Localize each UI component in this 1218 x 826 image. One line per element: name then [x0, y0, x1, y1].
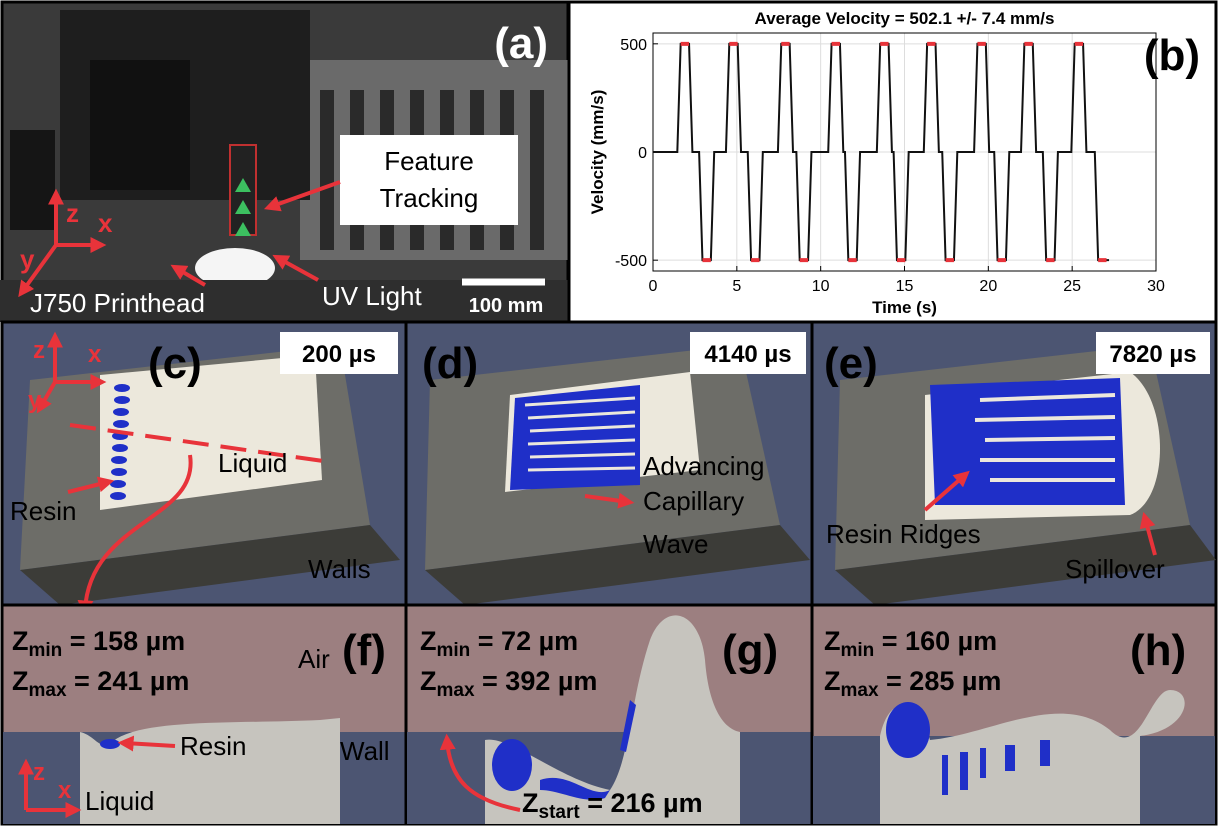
panel-label: (g) — [722, 626, 778, 675]
figure: Feature Tracking (a) J750 Printhead UV L… — [0, 0, 1218, 826]
panel-label: (h) — [1130, 626, 1186, 675]
callout: Feature — [384, 146, 474, 176]
x-tick-label: 30 — [1147, 278, 1165, 295]
subscript: max — [841, 680, 879, 701]
subscript: min — [437, 640, 471, 661]
callout: Air — [298, 644, 330, 674]
x-tick-label: 5 — [732, 278, 741, 295]
x-axis-label: Time (s) — [872, 298, 937, 317]
value: = 160 µm — [874, 626, 997, 656]
callout: Capillary — [643, 486, 744, 516]
panel-label: (b) — [1144, 31, 1200, 80]
axis-label: z — [33, 759, 45, 786]
value: = 158 µm — [62, 626, 185, 656]
callout: Liquid — [218, 448, 287, 478]
value: = 216 µm — [580, 788, 703, 818]
axis-label: x — [58, 777, 72, 804]
y-tick-label: 500 — [620, 37, 647, 54]
y-tick-label: 0 — [638, 145, 647, 162]
symbol: Z — [522, 788, 539, 818]
panel-label: (a) — [494, 19, 548, 68]
callout: Spillover — [1065, 554, 1165, 584]
value: = 72 µm — [470, 626, 578, 656]
subscript: min — [841, 640, 875, 661]
axis-label: x — [88, 341, 102, 368]
time-label: 200 µs — [302, 341, 376, 368]
panel-h: (h) Zmin = 160 µm Zmax = 285 µm — [812, 605, 1216, 824]
panel-label: (c) — [148, 339, 202, 388]
scale-bar-label: 100 mm — [469, 295, 544, 317]
symbol: Z — [420, 666, 437, 696]
panel-d: 4140 µs (d) Advancing Capillary Wave — [406, 322, 812, 605]
subscript: start — [539, 802, 581, 823]
y-axis-label: Velocity (mm/s) — [588, 90, 607, 215]
symbol: Z — [420, 626, 437, 656]
value: = 241 µm — [67, 666, 190, 696]
axis-label: y — [28, 387, 42, 414]
panel-e: 7820 µs (e) Resin Ridges Spillover — [812, 322, 1216, 605]
callout: Liquid — [85, 786, 154, 816]
caption: UV Light — [322, 281, 422, 311]
chart-title: Average Velocity = 502.1 +/- 7.4 mm/s — [755, 9, 1055, 28]
callout: Wall — [340, 736, 390, 766]
callout: Resin — [10, 496, 76, 526]
callout: Tracking — [380, 183, 479, 213]
subscript: max — [29, 680, 67, 701]
symbol: Z — [824, 626, 841, 656]
panel-label: (e) — [824, 339, 878, 388]
axis-label: z — [33, 337, 45, 364]
symbol: Z — [824, 666, 841, 696]
axis-label: z — [66, 198, 79, 228]
callout: Advancing — [643, 451, 764, 481]
symbol: Z — [12, 626, 29, 656]
panel-label: (d) — [422, 339, 478, 388]
panel-b — [569, 2, 1216, 322]
symbol: Z — [12, 666, 29, 696]
callout: Walls — [308, 554, 371, 584]
panel-f: (f) Zmin = 158 µm Zmax = 241 µm Air Resi… — [2, 605, 406, 824]
panel-c: 200 µs (c) Liquid Resin Walls z x y — [2, 322, 406, 610]
x-tick-label: 0 — [649, 278, 658, 295]
x-tick-label: 10 — [812, 278, 830, 295]
y-tick-label: -500 — [615, 253, 647, 270]
x-tick-label: 25 — [1063, 278, 1081, 295]
axis-label: x — [98, 208, 113, 238]
value: = 285 µm — [879, 666, 1002, 696]
time-label: 4140 µs — [704, 341, 791, 368]
panel-a: Feature Tracking (a) J750 Printhead UV L… — [0, 2, 568, 322]
time-label: 7820 µs — [1109, 341, 1196, 368]
x-tick-label: 20 — [979, 278, 997, 295]
callout: Wave — [643, 529, 709, 559]
callout: Resin Ridges — [826, 519, 981, 549]
callout: Resin — [180, 731, 246, 761]
subscript: max — [437, 680, 475, 701]
panel-label: (f) — [342, 626, 386, 675]
axis-label: y — [20, 244, 35, 274]
caption: J750 Printhead — [30, 288, 205, 318]
subscript: min — [29, 640, 63, 661]
value: = 392 µm — [475, 666, 598, 696]
x-tick-label: 15 — [896, 278, 914, 295]
panel-g: (g) Zmin = 72 µm Zmax = 392 µm Zstart = … — [406, 605, 812, 824]
